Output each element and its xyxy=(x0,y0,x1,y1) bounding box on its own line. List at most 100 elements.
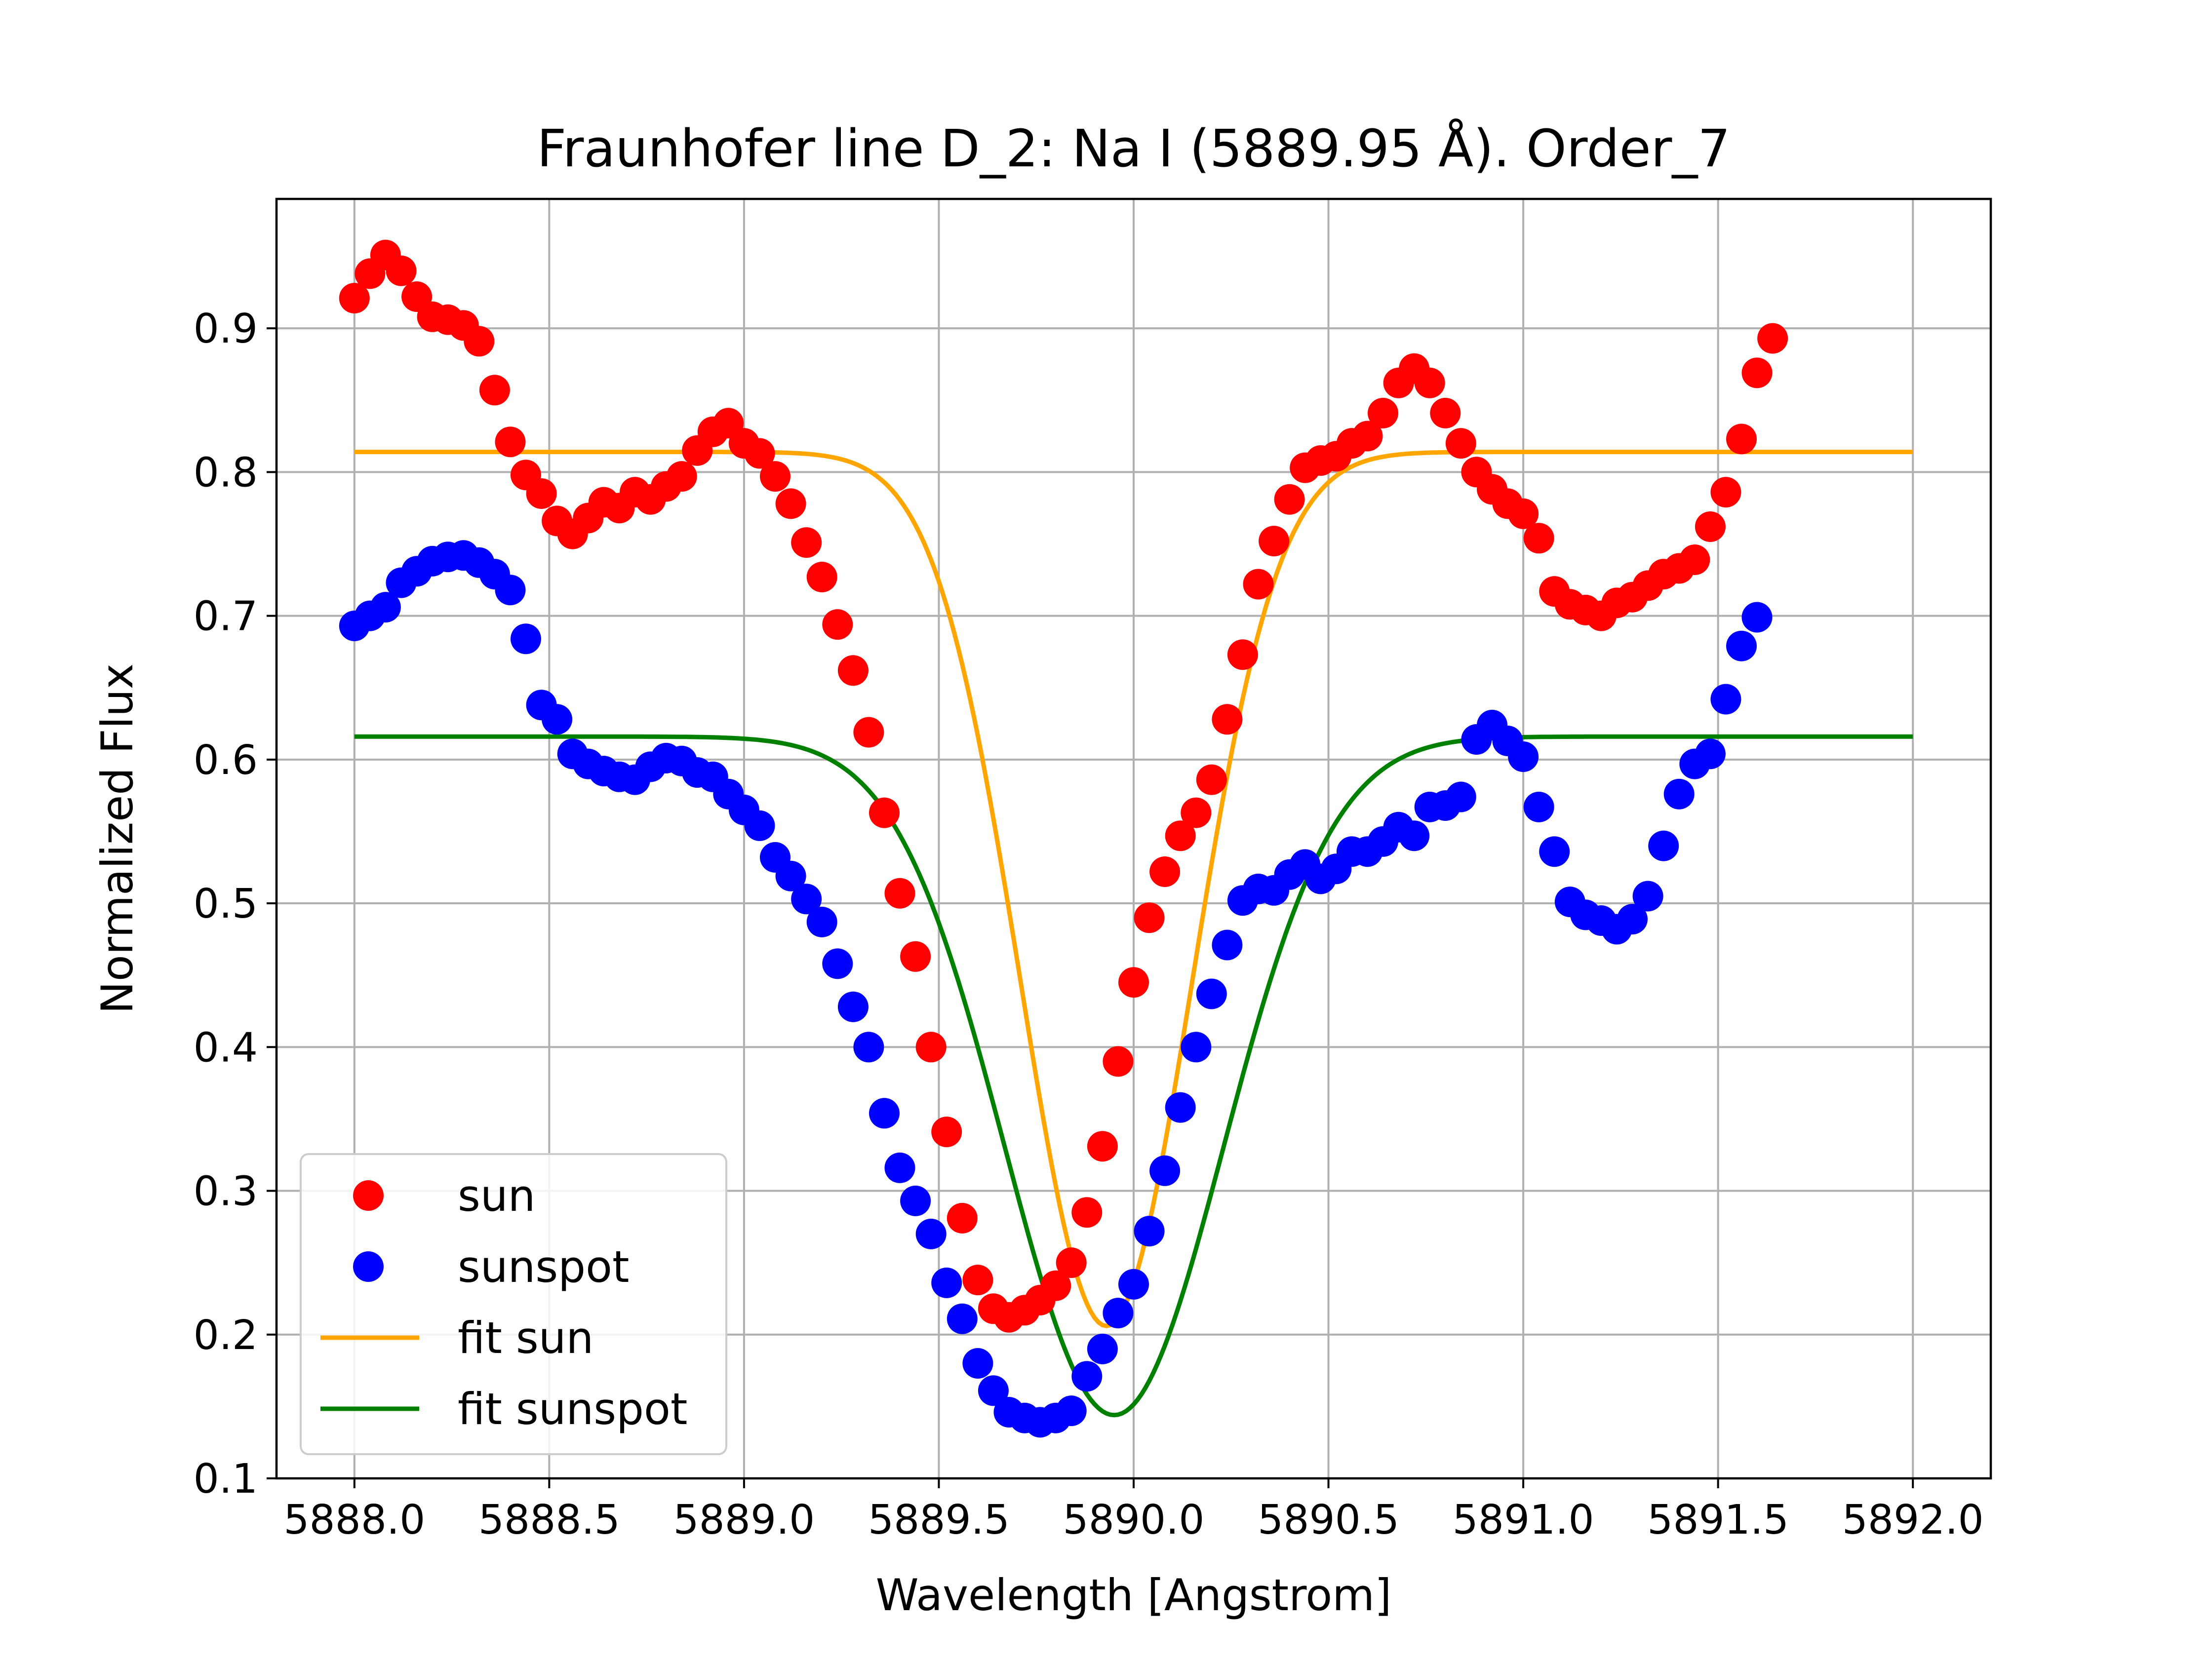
y-tick-label: 0.7 xyxy=(194,593,258,640)
x-tick-label: 5892.0 xyxy=(1842,1497,1984,1544)
data-point-sun xyxy=(1227,639,1258,670)
data-point-sunspot xyxy=(1134,1216,1165,1247)
legend-marker xyxy=(353,1251,384,1282)
y-tick-label: 0.3 xyxy=(194,1168,258,1215)
data-point-sunspot xyxy=(915,1218,947,1249)
data-point-sunspot xyxy=(511,623,541,655)
data-point-sun xyxy=(1056,1247,1087,1278)
chart-title: Fraunhofer line D_2: Na I (5889.95 Å). O… xyxy=(537,118,1730,179)
data-point-sun xyxy=(386,255,417,286)
data-point-sunspot xyxy=(853,1032,884,1063)
data-point-sun xyxy=(869,797,900,828)
x-tick-label: 5891.5 xyxy=(1647,1497,1789,1544)
data-point-sunspot xyxy=(1710,684,1741,715)
axis-ticks: 5888.0 5888.5 5889.0 5889.5 5890.0 5890.5 5891… xyxy=(194,306,1984,1544)
data-point-sun xyxy=(931,1117,962,1148)
y-tick-label: 0.1 xyxy=(194,1456,258,1503)
data-point-sun xyxy=(1352,421,1383,452)
data-point-sun xyxy=(791,527,822,558)
data-point-sun xyxy=(760,461,790,492)
data-point-sunspot xyxy=(806,906,837,937)
data-point-sun xyxy=(744,438,775,469)
data-point-sun xyxy=(1679,544,1710,575)
data-point-sun xyxy=(884,878,915,909)
data-point-sunspot xyxy=(1508,741,1539,772)
legend-marker xyxy=(353,1180,384,1211)
y-tick-label: 0.2 xyxy=(194,1312,258,1359)
data-point-sunspot xyxy=(1663,778,1695,810)
data-point-sunspot xyxy=(931,1267,962,1298)
x-axis-label: Wavelength [Angstrom] xyxy=(876,1570,1392,1621)
x-tick-label: 5889.5 xyxy=(868,1497,1010,1544)
data-point-sunspot xyxy=(1632,881,1663,912)
data-point-sun xyxy=(1087,1131,1118,1162)
data-point-sunspot xyxy=(791,884,822,915)
data-point-sun xyxy=(962,1265,993,1296)
data-point-sun xyxy=(1149,856,1181,887)
series-line-fit-sunspot xyxy=(354,734,1913,1418)
data-point-sun xyxy=(1212,704,1243,735)
data-point-sun xyxy=(947,1202,978,1234)
legend-label: fit sunspot xyxy=(458,1384,687,1434)
data-point-sunspot xyxy=(900,1185,931,1216)
data-point-sun xyxy=(479,375,510,406)
data-point-sun xyxy=(900,941,931,972)
legend-label: sunspot xyxy=(458,1241,629,1292)
data-point-sun xyxy=(1118,967,1149,998)
data-point-sunspot xyxy=(1539,836,1570,867)
y-tick-label: 0.8 xyxy=(194,449,258,496)
data-point-sun xyxy=(853,717,884,748)
x-tick-label: 5888.0 xyxy=(283,1497,425,1544)
x-tick-label: 5891.0 xyxy=(1453,1497,1594,1544)
data-point-sun xyxy=(1196,764,1227,795)
data-points xyxy=(339,239,1788,1438)
data-point-sun xyxy=(837,655,869,686)
data-point-sunspot xyxy=(822,948,853,979)
data-point-sun xyxy=(915,1032,947,1063)
y-axis-label: Normalized Flux xyxy=(92,663,143,1014)
data-point-sunspot xyxy=(1617,904,1648,935)
data-point-sunspot xyxy=(1212,929,1243,961)
data-point-sunspot xyxy=(978,1375,1009,1406)
data-point-sun xyxy=(775,488,806,519)
y-tick-label: 0.5 xyxy=(194,881,258,927)
data-point-sun xyxy=(1726,424,1757,455)
data-point-sunspot xyxy=(1523,791,1554,822)
data-point-sunspot xyxy=(1087,1333,1118,1364)
data-point-sun xyxy=(1757,323,1788,354)
data-point-sunspot xyxy=(1165,1092,1196,1123)
data-point-sun xyxy=(495,426,526,458)
data-point-sunspot xyxy=(744,810,775,841)
data-point-sunspot xyxy=(962,1348,993,1379)
legend-box xyxy=(300,1153,727,1455)
data-point-sunspot xyxy=(1726,630,1757,661)
data-point-sun xyxy=(1103,1046,1134,1077)
grid xyxy=(276,199,1991,1479)
data-point-sunspot xyxy=(869,1098,900,1129)
data-point-sunspot xyxy=(1399,820,1430,851)
data-point-sunspot xyxy=(1181,1032,1212,1063)
data-point-sunspot xyxy=(542,704,573,735)
data-point-sunspot xyxy=(1071,1361,1103,1392)
data-point-sun xyxy=(1134,902,1165,933)
data-point-sunspot xyxy=(370,592,401,623)
x-tick-label: 5888.5 xyxy=(478,1497,620,1544)
data-point-sun xyxy=(1259,526,1290,557)
data-point-sunspot xyxy=(1695,738,1726,770)
y-tick-label: 0.4 xyxy=(194,1024,258,1071)
data-point-sunspot xyxy=(1196,978,1227,1009)
data-point-sun xyxy=(666,461,697,492)
data-point-sun xyxy=(1414,367,1445,398)
legend-label: sun xyxy=(458,1170,535,1221)
legend-label: fit sun xyxy=(458,1313,593,1363)
data-point-sunspot xyxy=(1118,1269,1149,1300)
data-point-sunspot xyxy=(1056,1395,1087,1427)
data-point-sunspot xyxy=(1741,602,1773,633)
data-point-sun xyxy=(526,478,557,509)
x-tick-label: 5890.5 xyxy=(1258,1497,1399,1544)
data-point-sunspot xyxy=(1103,1298,1134,1329)
data-point-sun xyxy=(339,283,370,313)
data-point-sun xyxy=(1040,1270,1071,1301)
